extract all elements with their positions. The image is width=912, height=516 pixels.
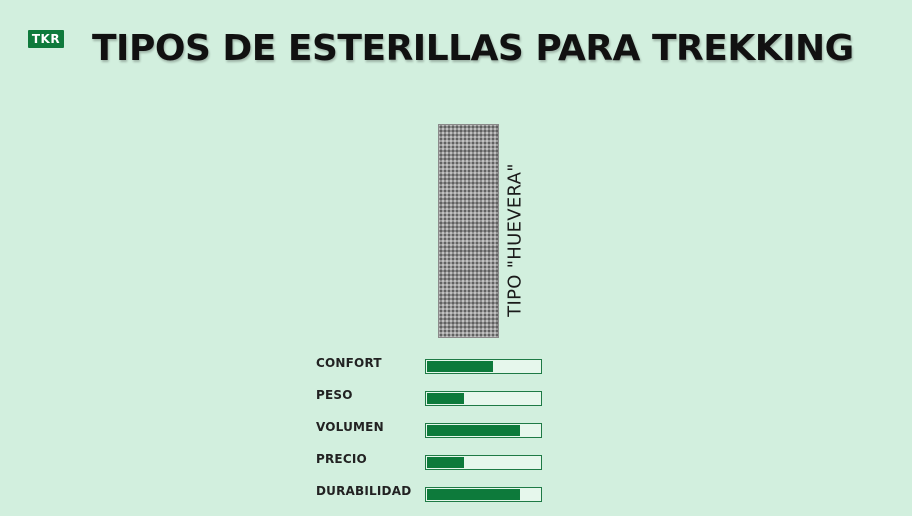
logo-text: TKR — [31, 32, 61, 46]
rating-label: DURABILIDAD — [316, 484, 412, 498]
rating-bar-track — [425, 359, 542, 374]
rating-bar-track — [425, 423, 542, 438]
rating-label: PRECIO — [316, 452, 367, 466]
rating-bar-fill — [427, 425, 520, 436]
rating-bar-fill — [427, 489, 520, 500]
rating-bar-fill — [427, 361, 493, 372]
rating-bar-track — [425, 487, 542, 502]
page-title: TIPOS DE ESTERILLAS PARA TREKKING — [92, 28, 854, 69]
rating-label: VOLUMEN — [316, 420, 384, 434]
mat-type-label: TIPO "HUEVERA" — [504, 163, 526, 317]
rating-label: PESO — [316, 388, 353, 402]
egg-crate-mat-image — [438, 124, 499, 338]
rating-bar-fill — [427, 457, 464, 468]
rating-bar-track — [425, 455, 542, 470]
rating-bar-fill — [427, 393, 464, 404]
tkr-logo: TKR — [28, 30, 64, 48]
rating-label: CONFORT — [316, 356, 382, 370]
rating-bar-track — [425, 391, 542, 406]
